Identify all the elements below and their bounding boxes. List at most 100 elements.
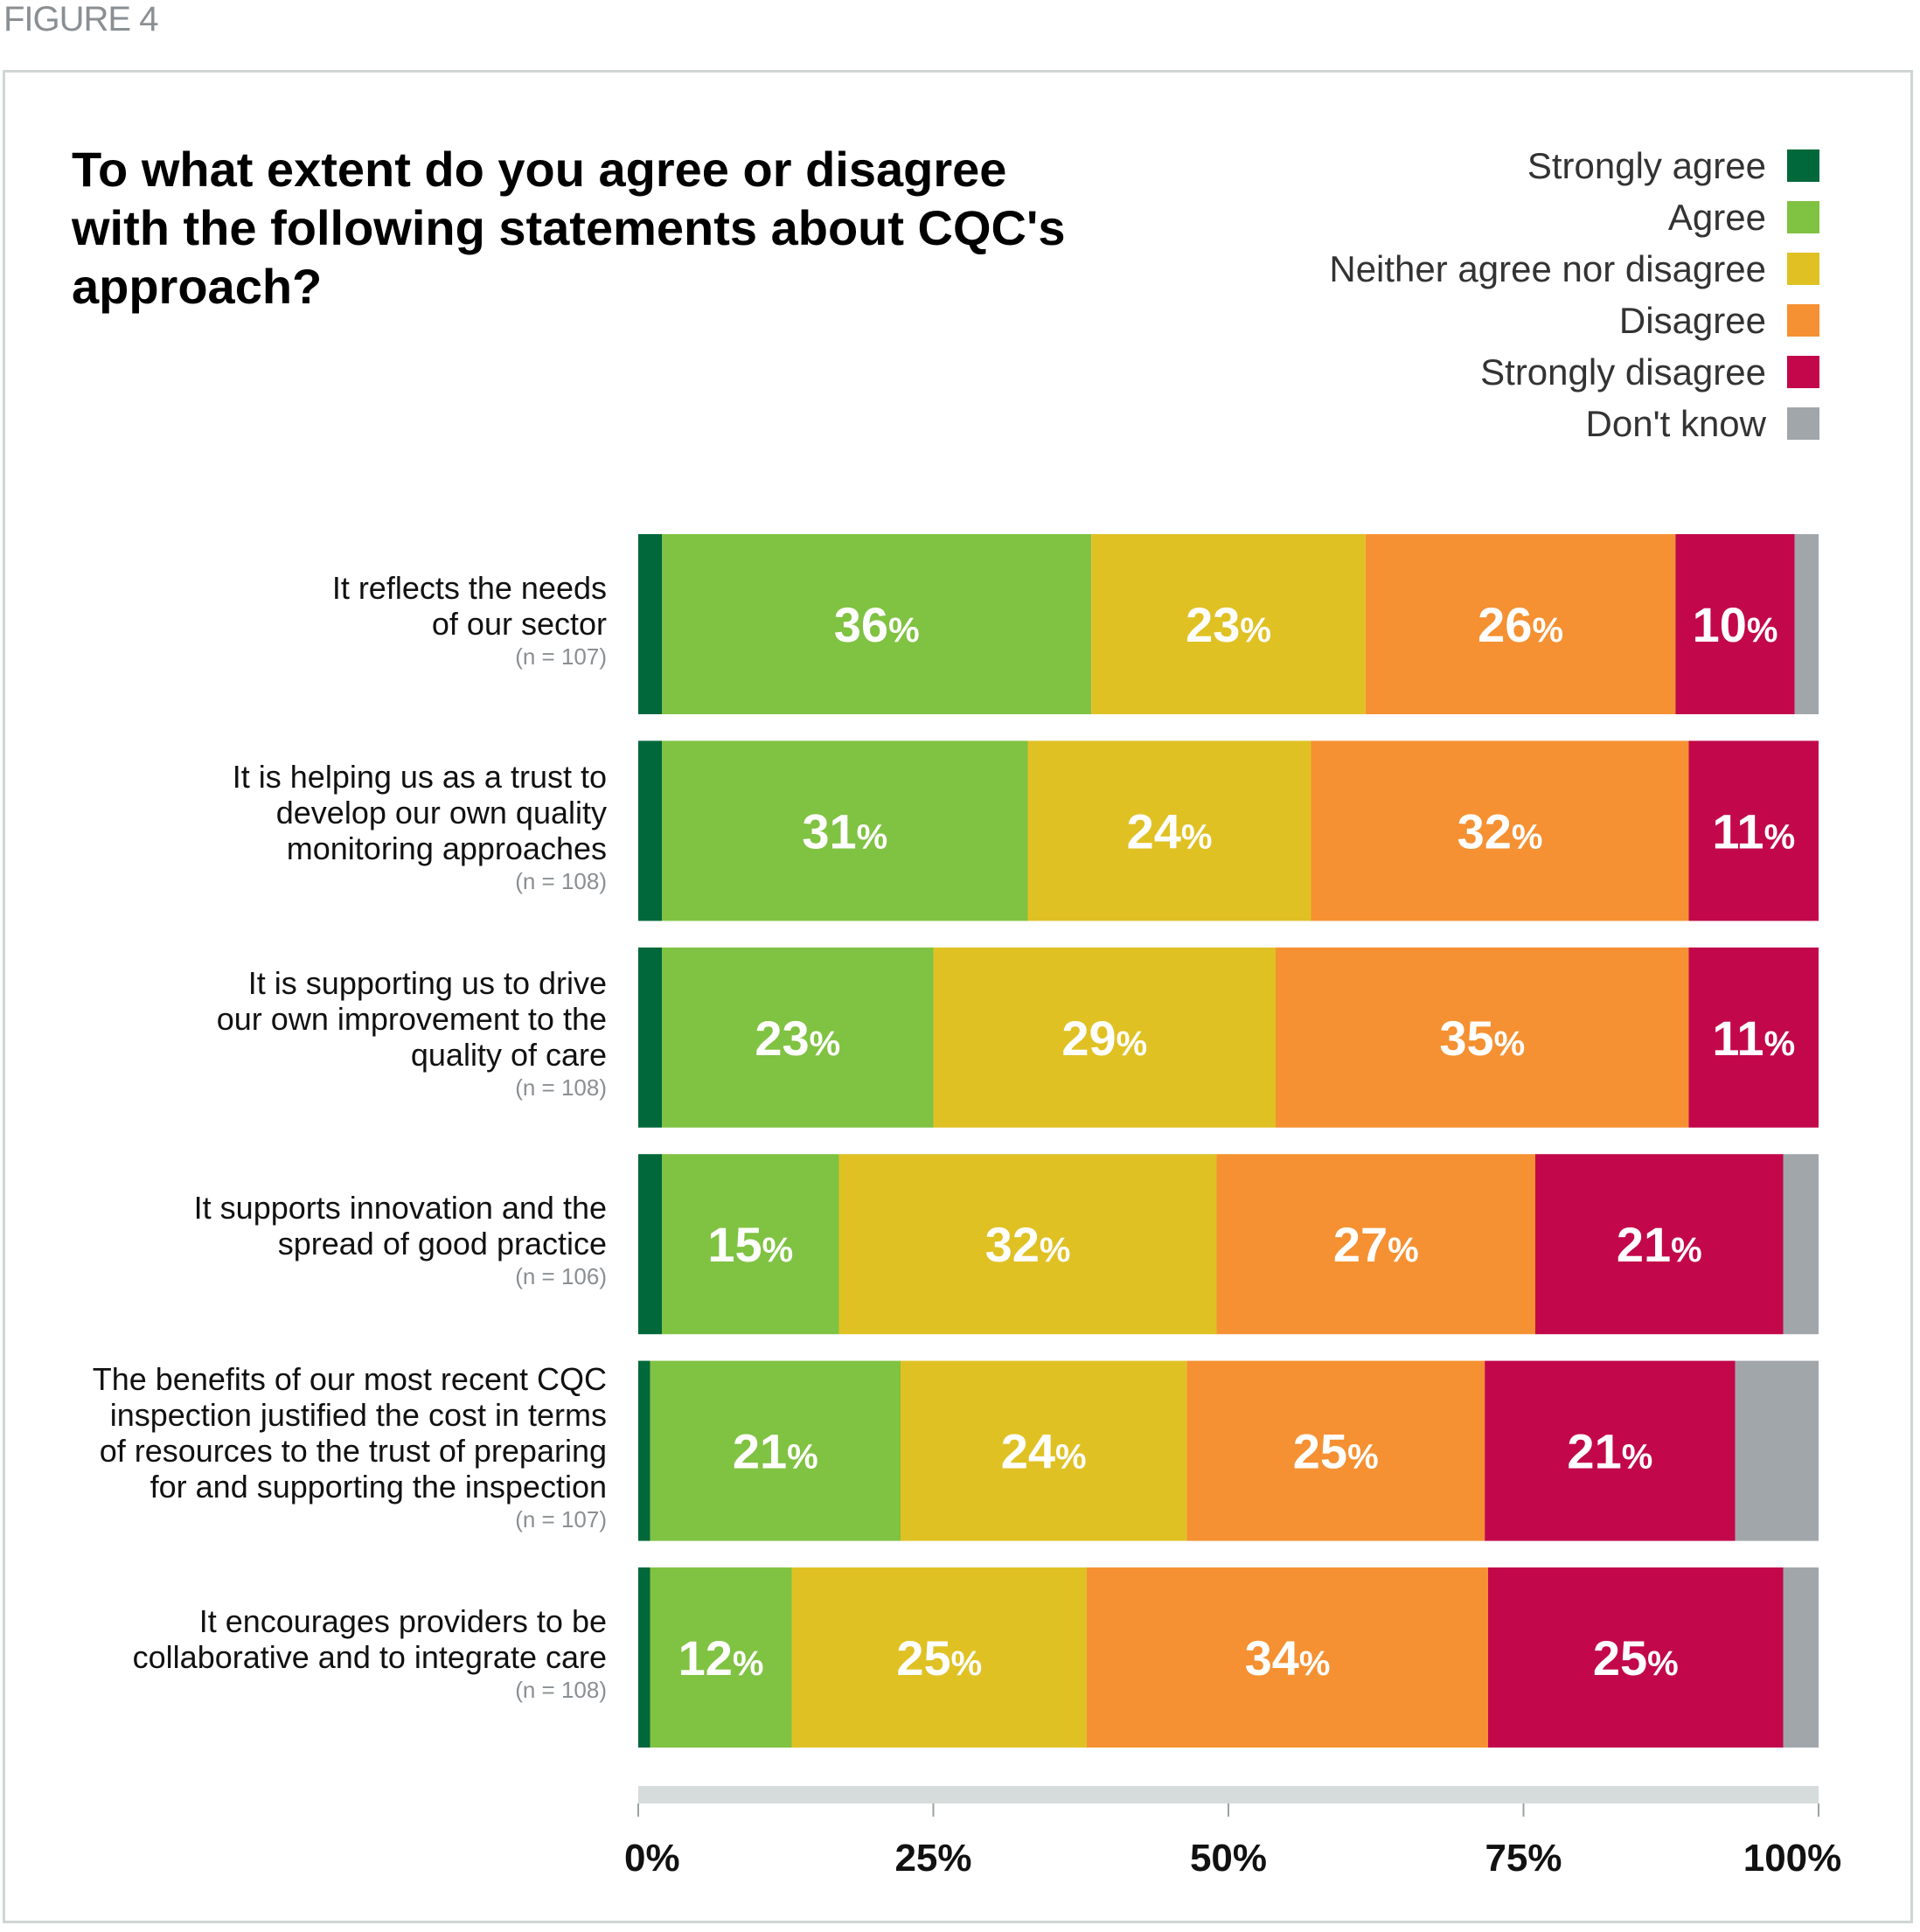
legend-item: Strongly agree [1329, 140, 1819, 191]
category-label-line: It is supporting us to drive [247, 965, 607, 1002]
bar-segment [1794, 534, 1819, 714]
bar-segment [638, 1154, 662, 1335]
bar-segment [838, 1154, 1217, 1335]
category-label-line: It reflects the needs [331, 570, 607, 606]
legend-label: Strongly disagree [1480, 351, 1766, 393]
bar-segment [638, 947, 662, 1128]
bar-segment [662, 740, 1028, 921]
legend-label: Agree [1667, 196, 1766, 238]
bar-value-label: 27% [1333, 1217, 1419, 1272]
bar-segment [1365, 534, 1676, 714]
category-sample-size: (n = 107) [515, 1505, 607, 1532]
category-sample-size: (n = 106) [515, 1263, 607, 1290]
x-axis-tick-label: 100% [1743, 1837, 1842, 1880]
category-label: It is helping us as a trust to develop ou… [0, 759, 607, 895]
bar-segment [1216, 1154, 1535, 1335]
category-label: It is supporting us to drive our own impr… [0, 965, 607, 1102]
bar-segment [662, 534, 1092, 714]
legend-swatch [1787, 253, 1819, 285]
legend-item: Strongly disagree [1329, 346, 1819, 398]
bar-value-label: 26% [1478, 597, 1563, 652]
bar-value-label: 29% [1061, 1011, 1147, 1066]
bar-segment [1535, 1154, 1784, 1335]
bar-segment [638, 1567, 650, 1748]
legend-swatch [1787, 201, 1819, 233]
bar-segment [1276, 947, 1689, 1128]
bar-segment [1675, 534, 1795, 714]
bar-value-label: 25% [1593, 1630, 1679, 1685]
figure-frame [3, 70, 1913, 1923]
bar-value-label: 23% [755, 1011, 840, 1066]
chart-title: To what extent do you agree or disagree … [72, 142, 1066, 314]
bar-value-label: 25% [896, 1630, 982, 1685]
x-axis-tick-label: 50% [1190, 1837, 1267, 1880]
bar-segment [650, 1567, 792, 1748]
category-label-line: spread of good practice [277, 1226, 607, 1262]
bar-segment [662, 947, 934, 1128]
x-axis-track [638, 1786, 1819, 1803]
category-sample-size: (n = 107) [515, 643, 607, 670]
bar-segment [1488, 1567, 1784, 1748]
x-axis-tick-label: 75% [1485, 1837, 1562, 1880]
bar-value-label: 11% [1712, 1011, 1795, 1066]
legend-item: Don't know [1329, 398, 1819, 449]
bar-segment [638, 740, 662, 921]
legend-item: Neither agree nor disagree [1329, 243, 1819, 295]
bar-value-label: 23% [1186, 597, 1271, 652]
bar-value-label: 35% [1439, 1011, 1525, 1066]
legend-label: Neither agree nor disagree [1329, 247, 1766, 289]
category-label-line: It supports innovation and the [193, 1190, 607, 1227]
category-label-line: of resources to the trust of preparing [99, 1432, 607, 1469]
category-sample-size: (n = 108) [515, 1677, 607, 1703]
legend-swatch [1787, 149, 1819, 182]
bar-segment [1688, 947, 1819, 1128]
category-label-line: quality of care [410, 1037, 607, 1074]
legend-swatch [1787, 356, 1819, 388]
bar-value-label: 36% [834, 597, 920, 652]
category-label-line: It is helping us as a trust to [232, 758, 607, 795]
bar-value-label: 21% [1617, 1217, 1702, 1272]
bar-segment [791, 1567, 1087, 1748]
bar-segment [933, 947, 1276, 1128]
category-sample-size: (n = 108) [515, 867, 607, 894]
legend-label: Don't know [1585, 402, 1766, 444]
legend: Strongly agree Agree Neither agree nor dis… [1329, 140, 1819, 449]
bar-segment [1783, 1154, 1819, 1335]
bar-value-label: 31% [802, 803, 887, 858]
legend-label: Disagree [1618, 299, 1766, 341]
bar-value-label: 12% [678, 1630, 764, 1685]
category-label-line: our own improvement to the [216, 1001, 607, 1038]
category-label: It encourages providers to be collaborati… [0, 1603, 607, 1704]
bar-segment [662, 1154, 839, 1335]
category-label-line: of our sector [431, 606, 607, 642]
bar-segment [1688, 740, 1819, 921]
bar-segment [1311, 740, 1689, 921]
bar-segment [650, 1360, 901, 1541]
category-label-line: monitoring approaches [286, 830, 607, 866]
bar-segment [1087, 1567, 1488, 1748]
bar-value-label: 34% [1245, 1630, 1331, 1685]
bar-segment [638, 1360, 650, 1541]
bar-segment [1783, 1567, 1819, 1748]
category-label: It supports innovation and the spread of … [0, 1190, 607, 1290]
bar-value-label: 32% [985, 1217, 1071, 1272]
bar-value-label: 21% [1567, 1424, 1652, 1479]
category-label-line: collaborative and to integrate care [132, 1639, 607, 1675]
category-label-line: It encourages providers to be [198, 1603, 607, 1639]
x-axis-tick-label: 0% [624, 1837, 680, 1880]
legend-swatch [1787, 304, 1819, 337]
legend-item: Agree [1329, 191, 1819, 243]
bar-segment [1186, 1360, 1485, 1541]
category-label-line: for and supporting the inspection [150, 1468, 607, 1505]
category-label-line: develop our own quality [275, 794, 607, 830]
bar-value-label: 25% [1293, 1424, 1379, 1479]
legend-item: Disagree [1329, 295, 1819, 346]
bar-value-label: 15% [707, 1217, 793, 1272]
bar-segment [1735, 1360, 1819, 1541]
bar-segment [901, 1360, 1187, 1541]
figure-label: FIGURE 4 [3, 0, 158, 38]
x-axis-tick-label: 25% [894, 1837, 971, 1880]
category-sample-size: (n = 108) [515, 1074, 607, 1102]
bar-segment [638, 534, 663, 714]
